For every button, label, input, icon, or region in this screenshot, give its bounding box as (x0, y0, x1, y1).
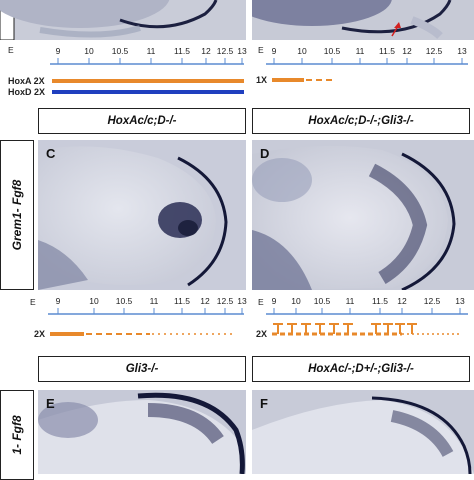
panel-b-image (252, 0, 474, 40)
tick-label: 12.5 (217, 296, 234, 306)
tick-label: 12.5 (217, 46, 234, 56)
panel-c-image: C (38, 140, 246, 290)
tick-label: 9 (56, 46, 61, 56)
tick-label: 10.5 (314, 296, 331, 306)
tick-label: 10.5 (112, 46, 129, 56)
panel-label-e: E (46, 396, 55, 411)
tick-label: 13 (237, 296, 247, 306)
row-label-middle: Grem1- Fgf8 (0, 140, 34, 290)
timeline-top-left: E 9 10 10.5 11 11.5 12 12.5 13 HoxA 2X H… (8, 45, 247, 97)
tick-label: 12 (201, 46, 211, 56)
tick-label: 11.5 (379, 46, 395, 56)
tick-label: 13 (455, 296, 465, 306)
tick-label: 11.5 (174, 46, 190, 56)
tick-label: 10 (89, 296, 99, 306)
panel-e-image: E (38, 390, 246, 474)
tick-label: 11 (356, 46, 365, 56)
tick-label: 11 (150, 296, 159, 306)
onex-label: 1X (256, 75, 267, 85)
tick-label: 10 (84, 46, 94, 56)
tick-label: 9 (272, 46, 277, 56)
twox-label-right: 2X (256, 329, 267, 339)
genotype-label-e: Gli3-/- (38, 356, 246, 382)
tick-label: 10 (291, 296, 301, 306)
hoxd-label: HoxD 2X (8, 87, 45, 97)
tick-group: 9 10 10.5 11 11.5 12 12.5 13 (56, 46, 247, 64)
panel-label-f: F (260, 396, 268, 411)
genotype-label-c: HoxAc/c;D-/- (38, 108, 246, 134)
tick-label: 13 (237, 46, 247, 56)
panel-a-image (0, 0, 246, 40)
t-markers (273, 323, 417, 334)
timeline-unit-label: E (258, 297, 264, 307)
tick-label: 9 (272, 296, 277, 306)
row-label-bottom: 1- Fgf8 (0, 390, 34, 480)
timeline-mid-right: E 9 10 10.5 11 11.5 12 12.5 13 2X (256, 296, 468, 339)
tick-label: 10.5 (324, 46, 341, 56)
genotype-label-f: HoxAc/-;D+/-;Gli3-/- (252, 356, 470, 382)
tick-label: 9 (56, 296, 61, 306)
panel-label-c: C (46, 146, 56, 161)
timeline-top-right: E 9 10 10.5 11 11.5 12 12.5 13 1X (256, 45, 468, 85)
tick-label: 11 (147, 46, 156, 56)
genotype-label-d: HoxAc/c;D-/-;Gli3-/- (252, 108, 470, 134)
timeline-mid-left: E 9 10 10.5 11 11.5 12 12.5 13 2X (30, 296, 247, 339)
tick-label: 10 (297, 46, 307, 56)
tick-label: 11.5 (174, 296, 190, 306)
tick-label: 12 (200, 296, 210, 306)
panel-d-image: D (252, 140, 474, 290)
timeline-unit-label: E (258, 45, 264, 55)
tick-label: 10.5 (116, 296, 133, 306)
twox-label: 2X (34, 329, 45, 339)
timeline-unit-label: E (8, 45, 14, 55)
tick-label: 12.5 (424, 296, 441, 306)
red-arrow-icon (391, 22, 401, 37)
tick-label: 11 (346, 296, 355, 306)
hoxa-label: HoxA 2X (8, 76, 45, 86)
timeline-unit-label: E (30, 297, 36, 307)
tick-label: 11.5 (372, 296, 388, 306)
tick-label: 12.5 (426, 46, 443, 56)
panel-f-image: F (252, 390, 474, 474)
panel-label-d: D (260, 146, 270, 161)
tick-label: 12 (397, 296, 407, 306)
tick-label: 12 (402, 46, 412, 56)
tick-label: 13 (457, 46, 467, 56)
